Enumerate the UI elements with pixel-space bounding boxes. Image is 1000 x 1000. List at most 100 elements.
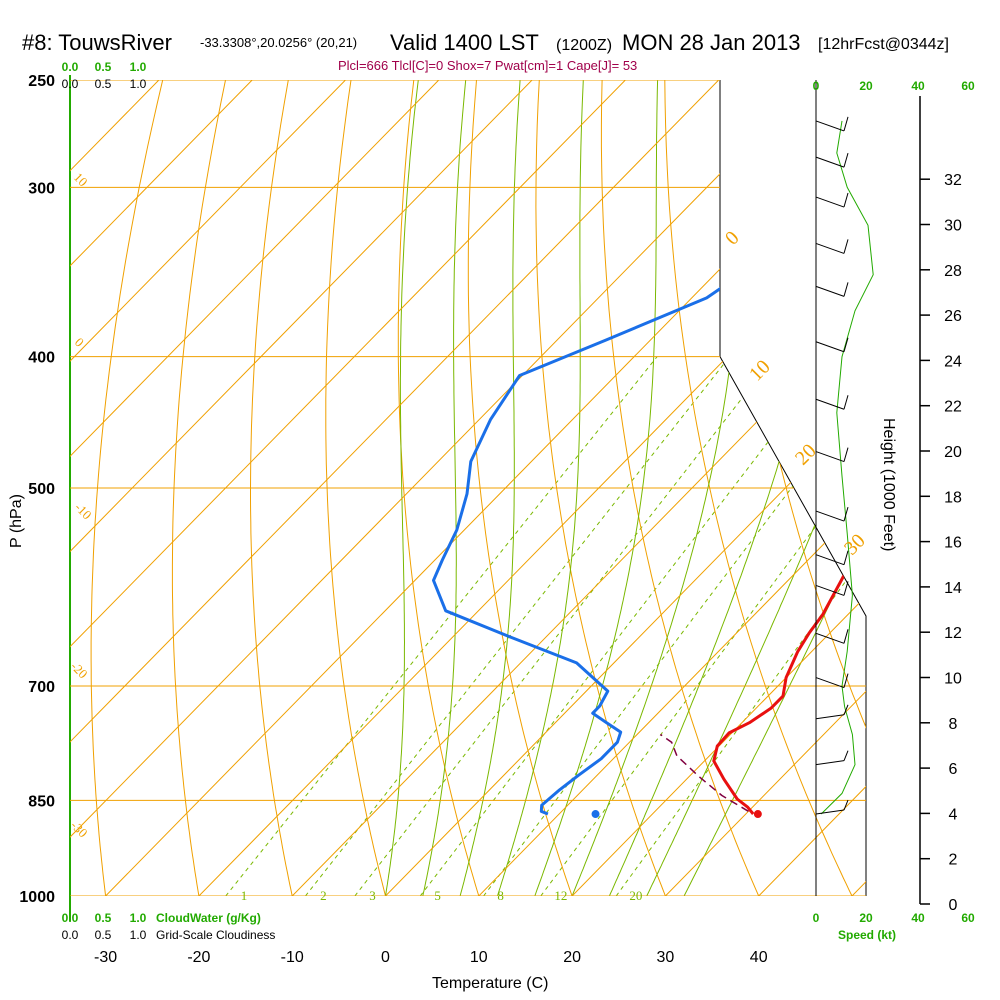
x-tick-label: 20 xyxy=(563,949,581,966)
mixing-ratio-line xyxy=(225,356,658,896)
height-tick-label: 10 xyxy=(944,671,962,688)
wind-barb xyxy=(815,581,849,596)
pressure-tick-label: 850 xyxy=(28,793,55,810)
height-tick-label: 22 xyxy=(944,399,962,416)
mixing-ratio-line xyxy=(419,356,834,896)
isotherm-line xyxy=(70,80,253,896)
x-tick-label: -10 xyxy=(281,949,304,966)
mixing-ratio-label: 1 xyxy=(241,888,248,903)
dry-adiabat xyxy=(171,80,226,896)
isotherm-line xyxy=(478,80,866,896)
height-tick-label: 0 xyxy=(949,897,958,914)
x-tick-label: 30 xyxy=(657,949,675,966)
wind-barb xyxy=(815,673,849,689)
wind-barb xyxy=(815,192,849,208)
wind-barb xyxy=(815,337,849,353)
parcel-path xyxy=(659,733,749,812)
speed-tick-bottom: 0 xyxy=(813,911,820,925)
wind-barb xyxy=(815,750,849,766)
height-tick-label: 14 xyxy=(944,580,962,597)
height-tick-label: 2 xyxy=(949,852,958,869)
speed-tick-top: 40 xyxy=(911,79,925,93)
cloudiness-tick-top: 0.0 xyxy=(62,77,79,91)
isotherm-line xyxy=(665,80,866,896)
mixing-ratio-line xyxy=(354,356,775,896)
wind-barb xyxy=(815,704,849,720)
isotherm-line xyxy=(571,80,866,896)
stability-indices: Plcl=666 Tlcl[C]=0 Shox=7 Pwat[cm]=1 Cap… xyxy=(338,58,637,73)
wind-barb xyxy=(815,550,849,566)
wind-barb xyxy=(815,116,849,132)
cloudwater-tick-top: 1.0 xyxy=(130,60,147,74)
wind-barb xyxy=(815,629,849,644)
plot-grid xyxy=(69,75,867,921)
height-tick-label: 26 xyxy=(944,308,962,325)
forecast-date: MON 28 Jan 2013 xyxy=(622,30,801,55)
moist-adiabat xyxy=(646,80,866,896)
speed-tick-bottom: 60 xyxy=(961,911,975,925)
x-tick-label: -30 xyxy=(94,949,117,966)
cloudiness-tick-bottom: 0.5 xyxy=(95,928,112,942)
pressure-tick-label: 250 xyxy=(28,73,55,90)
wind-barb xyxy=(815,395,849,410)
height-tick-label: 16 xyxy=(944,535,962,552)
x-axis-title: Temperature (C) xyxy=(432,975,548,992)
height-axis-title: Height (1000 Feet) xyxy=(880,418,897,551)
speed-tick-bottom: 40 xyxy=(911,911,925,925)
wind-barb xyxy=(815,239,849,254)
dry-adiabat xyxy=(535,80,666,896)
dry-adiabat xyxy=(467,80,573,896)
mixing-ratio-label: 5 xyxy=(434,888,441,903)
height-tick-label: 12 xyxy=(944,625,962,642)
dry-adiabat xyxy=(600,80,760,896)
speed-axis-label: Speed (kt) xyxy=(838,928,896,942)
surface-dewpoint-marker xyxy=(591,810,600,819)
dry-adiabat xyxy=(397,80,480,896)
wind-barb xyxy=(815,152,849,168)
cloudiness-tick-top: 0.5 xyxy=(95,77,112,91)
pressure-tick-label: 400 xyxy=(28,350,55,367)
cloudwater-tick-bottom: 0.0 xyxy=(62,911,79,925)
x-tick-label: -20 xyxy=(187,949,210,966)
forecast-run: [12hrFcst@0344z] xyxy=(818,36,949,53)
pressure-tick-label: 700 xyxy=(28,679,55,696)
pressure-tick-label: 1000 xyxy=(19,889,55,906)
mixing-ratio-label: 12 xyxy=(554,888,567,903)
moist-adiabat xyxy=(422,80,467,896)
moist-adiabat xyxy=(459,80,521,896)
cloudwater-tick-bottom: 0.5 xyxy=(95,911,112,925)
moist-adiabat xyxy=(385,80,419,896)
plot-right-edge xyxy=(719,80,867,896)
dry-adiabat xyxy=(325,80,386,896)
dewpoint-profile xyxy=(432,119,866,816)
cloudwater-tick-bottom: 1.0 xyxy=(130,911,147,925)
wind-barb xyxy=(815,447,849,463)
cloudiness-tick-bottom: 1.0 xyxy=(130,928,147,942)
pressure-tick-label: 300 xyxy=(28,180,55,197)
height-tick-label: 32 xyxy=(944,172,962,189)
isotherm-line xyxy=(70,80,440,896)
cloudiness-label: Grid-Scale Cloudiness xyxy=(156,928,275,942)
height-tick-label: 20 xyxy=(944,444,962,461)
mixing-ratio-line xyxy=(305,356,730,896)
wind-barb xyxy=(815,282,849,297)
isotherm-line xyxy=(70,80,346,896)
height-tick-label: 24 xyxy=(944,353,962,370)
y-axis-title: P (hPa) xyxy=(8,494,25,548)
speed-tick-bottom: 20 xyxy=(859,911,873,925)
moist-adiabat xyxy=(683,80,866,896)
zulu-time: (1200Z) xyxy=(556,37,612,54)
height-tick-label: 18 xyxy=(944,489,962,506)
cloudwater-tick-top: 0.0 xyxy=(62,60,79,74)
speed-tick-top: 0 xyxy=(813,79,820,93)
surface-temp-marker xyxy=(753,810,762,819)
wind-barb xyxy=(815,506,849,522)
cloudiness-tick-bottom: 0.0 xyxy=(62,928,79,942)
height-tick-label: 8 xyxy=(949,716,958,733)
station-title: #8: TouwsRiver xyxy=(22,30,172,55)
x-tick-label: 40 xyxy=(750,949,768,966)
cloudiness-tick-top: 1.0 xyxy=(130,77,147,91)
speed-tick-top: 20 xyxy=(859,79,873,93)
